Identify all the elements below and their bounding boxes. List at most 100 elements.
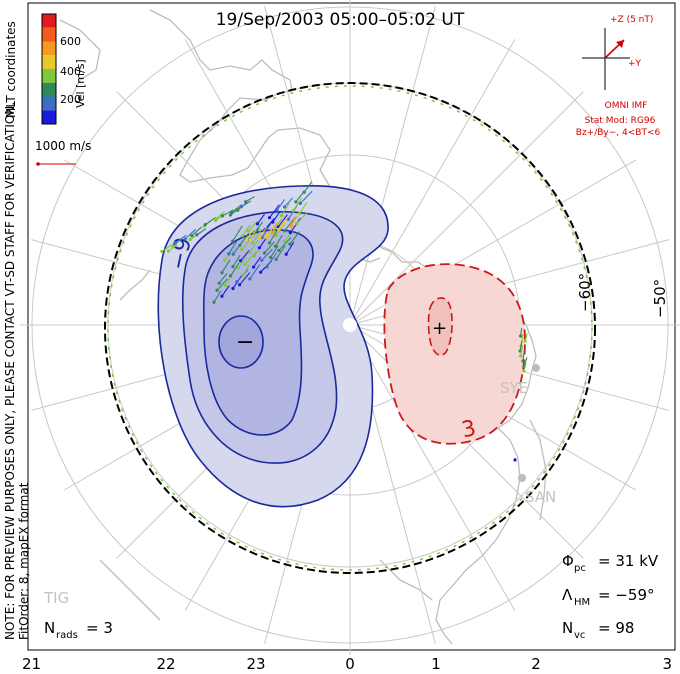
- velocity-vector: [520, 346, 523, 357]
- positive-potential-cell: + 3: [383, 263, 526, 445]
- colorbar-segment: [42, 27, 56, 42]
- velocity-vector-origin: [523, 339, 527, 343]
- velocity-vector: [275, 234, 283, 247]
- velocity-vector: [303, 181, 313, 193]
- velocity-vector-origin: [183, 237, 187, 241]
- mlt-tick-label: 0: [345, 655, 355, 673]
- svg-text:SAN: SAN: [525, 488, 556, 506]
- colorbar-segment: [42, 41, 56, 56]
- velocity-vector: [245, 196, 255, 203]
- velocity-vector: [271, 221, 278, 234]
- velocity-vector-origin: [298, 201, 303, 205]
- velocity-vector: [272, 211, 281, 223]
- velocity-vector-origin: [294, 200, 298, 204]
- velocity-vector: [289, 231, 300, 245]
- velocity-vector: [261, 248, 273, 261]
- velocity-vector-origin: [288, 230, 292, 235]
- imf-condition: Bz+/By−, 4<BT<6: [576, 128, 661, 138]
- velocity-vector: [228, 241, 238, 255]
- velocity-vector-origin: [265, 265, 269, 269]
- svg-text:vc: vc: [574, 630, 585, 641]
- colorbar-segment: [42, 82, 56, 97]
- svg-text:N: N: [562, 619, 573, 637]
- mlt-tick-label: 3: [662, 655, 672, 673]
- velocity-vector-origin: [274, 234, 278, 238]
- svg-text:rads: rads: [56, 630, 78, 641]
- velocity-vector-origin: [195, 233, 199, 237]
- potential-minimum-mark: −: [236, 330, 254, 355]
- velocity-vector-origin: [257, 246, 262, 250]
- velocity-vector: [296, 212, 307, 225]
- velocity-vector-origin: [288, 242, 292, 246]
- station-san: SAN: [518, 474, 556, 506]
- velocity-vector-origin: [212, 300, 216, 304]
- nvc-readout: N vc = 98: [562, 619, 634, 641]
- colorbar-label: Vel [m/s]: [74, 59, 87, 108]
- velocity-vector: [285, 241, 295, 255]
- velocity-vector-origin: [229, 211, 234, 215]
- velocity-vector: [244, 251, 257, 265]
- station-tig: TIG: [43, 589, 69, 607]
- velocity-vector: [264, 241, 275, 254]
- svg-text:= 31 kV: = 31 kV: [598, 552, 659, 570]
- velocity-vector: [224, 246, 238, 261]
- velocity-vector-origin: [274, 257, 278, 261]
- velocity-vector: [239, 232, 250, 246]
- coordinates-label: MLT coordinates: [4, 21, 18, 118]
- velocity-vector-origin: [248, 238, 252, 242]
- velocity-vector-origin: [260, 236, 264, 240]
- velocity-vector: [218, 273, 228, 284]
- phi-pc-readout: Φ pc = 31 kV: [562, 552, 659, 574]
- velocity-vector-origin: [231, 265, 235, 269]
- potential-maximum-mark: +: [432, 318, 447, 339]
- map-title: 19/Sep/2003 05:00–05:02 UT: [216, 10, 465, 30]
- velocity-vector-origin: [297, 211, 302, 215]
- velocity-vector: [196, 228, 207, 236]
- velocity-vector: [222, 209, 234, 217]
- velocity-vector-origin: [236, 208, 240, 212]
- velocity-vector-origin: [241, 273, 245, 277]
- velocity-vector: [241, 224, 251, 237]
- velocity-vector-origin: [190, 234, 194, 238]
- velocity-vector-origin: [248, 250, 252, 254]
- velocity-vector: [248, 220, 259, 232]
- velocity-vector: [221, 285, 230, 297]
- velocity-vector-origin: [228, 274, 233, 278]
- velocity-vector-origin: [259, 270, 263, 274]
- velocity-vector: [215, 210, 226, 220]
- velocity-vector-origin: [275, 208, 279, 212]
- imf-y-label: +Y: [628, 59, 642, 69]
- velocity-vector-origin: [223, 258, 227, 262]
- velocity-vector-origin: [240, 234, 244, 238]
- velocity-vector-origin: [255, 222, 260, 226]
- fit-info: FitOrder: 8, mapEX format: [17, 482, 31, 640]
- velocity-vector-origin: [273, 244, 278, 248]
- velocity-vector-origin: [289, 223, 294, 227]
- velocity-vector-origin: [282, 229, 287, 233]
- velocity-vector-origin: [282, 205, 287, 209]
- positive-contour-label: 3: [459, 416, 478, 443]
- velocity-vector: [275, 245, 286, 260]
- velocity-vector: [519, 340, 523, 352]
- velocity-vector-origin: [217, 281, 221, 285]
- velocity-vector-origin: [276, 227, 281, 231]
- svg-text:N: N: [44, 619, 55, 637]
- velocity-vector: [259, 227, 267, 239]
- velocity-vector-origin: [277, 248, 281, 253]
- velocity-vector-origin: [280, 224, 284, 228]
- svg-text:= −59°: = −59°: [598, 586, 655, 604]
- colorbar-segment: [42, 14, 56, 28]
- imf-model: Stat Mod: RG96: [585, 116, 656, 126]
- velocity-vector-origin: [173, 241, 178, 245]
- magnetic-pole-marker: [343, 318, 357, 332]
- velocity-vector: [522, 350, 525, 362]
- velocity-vector: [191, 226, 203, 237]
- velocity-vector: [269, 204, 280, 218]
- velocity-vector: [261, 222, 272, 238]
- velocity-vector-origin: [160, 249, 164, 254]
- svg-text:= 3: = 3: [86, 619, 113, 637]
- velocity-colorbar: [41, 13, 57, 125]
- svg-text:= 98: = 98: [598, 619, 634, 637]
- vector-scale-label: 1000 m/s: [35, 139, 91, 153]
- velocity-vector-origin: [268, 255, 273, 259]
